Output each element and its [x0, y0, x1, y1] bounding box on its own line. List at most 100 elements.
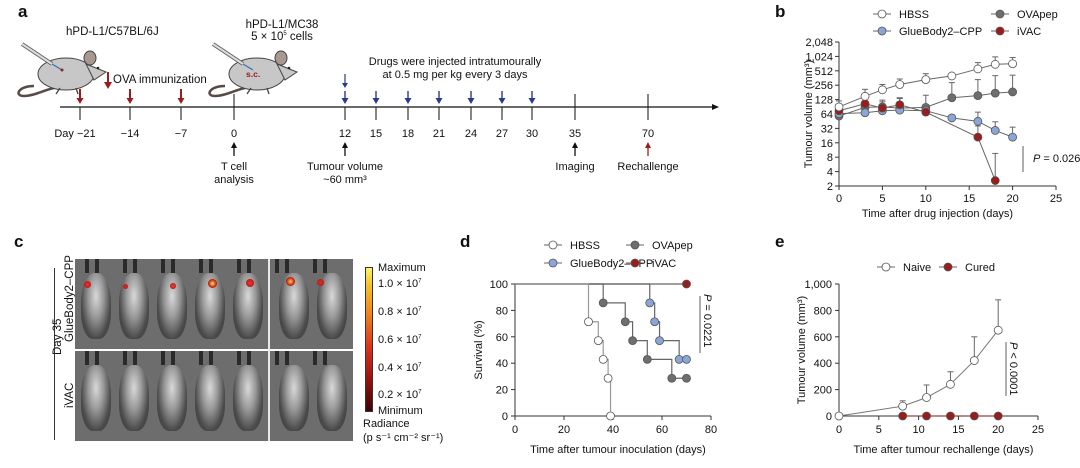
data-point: [606, 411, 615, 421]
data-point: [682, 373, 691, 383]
colorbar-unit-line2: (p s⁻¹ cm⁻² sr⁻¹): [363, 432, 444, 444]
annotation-line1: Imaging: [555, 161, 594, 173]
down-arrowhead-icon: [341, 98, 349, 104]
data-point: [878, 85, 887, 95]
y-tick-label: 128: [815, 95, 833, 107]
cage-rail: [199, 351, 203, 365]
data-point: [860, 108, 870, 118]
cage-rail: [313, 259, 317, 273]
imaged-mouse: [157, 365, 187, 431]
y-tick-label: 20: [496, 385, 508, 397]
y-tick-label: 200: [814, 385, 832, 397]
data-point: [628, 336, 638, 346]
x-tick-label: 25: [1050, 193, 1062, 205]
legend-marker: [548, 258, 558, 268]
data-point: [973, 91, 983, 101]
cage-rail: [161, 351, 165, 365]
legend-marker: [630, 240, 640, 250]
bioluminescence-signal: [246, 279, 254, 287]
legend-label: iVAC: [1017, 26, 1041, 38]
cage-rail: [275, 351, 279, 365]
data-point: [947, 93, 957, 103]
data-point: [834, 102, 844, 112]
x-tick-label: 0: [836, 193, 842, 205]
colorbar-max-label: Maximum: [378, 262, 426, 274]
timeline-tick-label: 0: [231, 128, 237, 140]
data-point: [878, 103, 887, 113]
mouse2-cells-unit: cells: [286, 31, 313, 43]
up-arrowhead-icon: [572, 142, 578, 148]
colorbar-tick-exp: 7: [418, 362, 422, 369]
bioluminescence-signal: [286, 277, 295, 286]
colorbar-tick: 0.6 × 107: [378, 334, 421, 346]
data-point: [667, 373, 677, 383]
colorbar-tick-exp: 7: [418, 334, 422, 341]
timeline-tick-label: 15: [370, 128, 382, 140]
cage-rail: [199, 259, 203, 273]
timeline-tick-label: Day −21: [54, 128, 95, 140]
x-tick-label: 15: [952, 424, 964, 436]
data-point: [990, 88, 1000, 98]
data-point: [990, 126, 1000, 135]
y-tick-label: 2,048: [805, 37, 833, 49]
down-arrowhead-icon: [126, 98, 134, 104]
y-tick-label: 1,024: [805, 51, 833, 63]
cage-rail: [209, 259, 213, 273]
legend-marker: [881, 262, 891, 272]
down-arrowhead-icon: [467, 98, 475, 104]
y-tick-label: 1,000: [804, 279, 832, 291]
sc-label: s.c.: [246, 69, 261, 79]
mouse1-label: hPD-L1/C57BL/6J: [66, 26, 159, 38]
data-point: [834, 411, 844, 421]
data-point: [598, 298, 608, 308]
survival-step-HBSS: [515, 283, 612, 416]
x-tick-label: 20: [558, 424, 570, 436]
timeline-arrowhead-icon: [712, 104, 719, 110]
legend-label: HBSS: [899, 9, 929, 21]
p-value-label: P = 0.0221: [701, 294, 713, 348]
y-tick-label: 2: [827, 181, 833, 193]
legend-marker: [943, 262, 953, 272]
data-point: [947, 71, 957, 81]
y-tick-label: 100: [490, 279, 508, 291]
y-tick-label: 600: [814, 332, 832, 344]
data-point: [921, 107, 931, 117]
cage-rail: [123, 351, 127, 365]
data-point: [973, 132, 983, 142]
cage-rail: [275, 259, 279, 273]
timeline-tick-label: 27: [496, 128, 508, 140]
x-tick-label: 40: [607, 424, 619, 436]
colorbar-tick-exp: 7: [418, 306, 422, 313]
cage-rail: [247, 351, 251, 365]
ova-immunization-label: OVA immunization: [113, 74, 207, 86]
cage-rail: [171, 259, 175, 273]
panel-label-c: c: [14, 232, 24, 251]
data-point: [603, 373, 613, 383]
down-arrowhead-icon: [528, 98, 536, 104]
cage-rail: [247, 259, 251, 273]
data-point: [973, 116, 983, 126]
annotation-line2: analysis: [214, 174, 254, 186]
y-axis-title: Tumour volume (mm³): [796, 296, 808, 404]
cage-rail: [285, 351, 289, 365]
x-tick-label: 0: [836, 424, 842, 436]
imaged-mouse: [233, 365, 263, 431]
down-arrowhead-icon: [435, 98, 443, 104]
timeline-axis: Day −21 −14 −7 0 12 15 18 21 24 27 30 35 70 T cellana…: [54, 74, 719, 186]
legend-label: HBSS: [570, 240, 600, 252]
data-point: [682, 279, 691, 289]
data-point: [946, 379, 955, 389]
colorbar-tick: 0.8 × 107: [378, 306, 421, 318]
cage-rail: [171, 351, 175, 365]
data-point: [895, 80, 905, 89]
y-tick-label: 80: [496, 305, 508, 317]
x-tick-label: 20: [992, 424, 1004, 436]
mouse2-label-line1: hPD-L1/MC38: [245, 19, 319, 31]
imaging-row-ivac: [75, 351, 353, 441]
legend-label: Cured: [965, 262, 995, 274]
data-point: [682, 354, 691, 364]
timeline-tick-label: −14: [121, 128, 140, 140]
y-tick-label: 64: [821, 109, 833, 121]
data-point: [860, 99, 870, 109]
cage-rail: [133, 351, 137, 365]
